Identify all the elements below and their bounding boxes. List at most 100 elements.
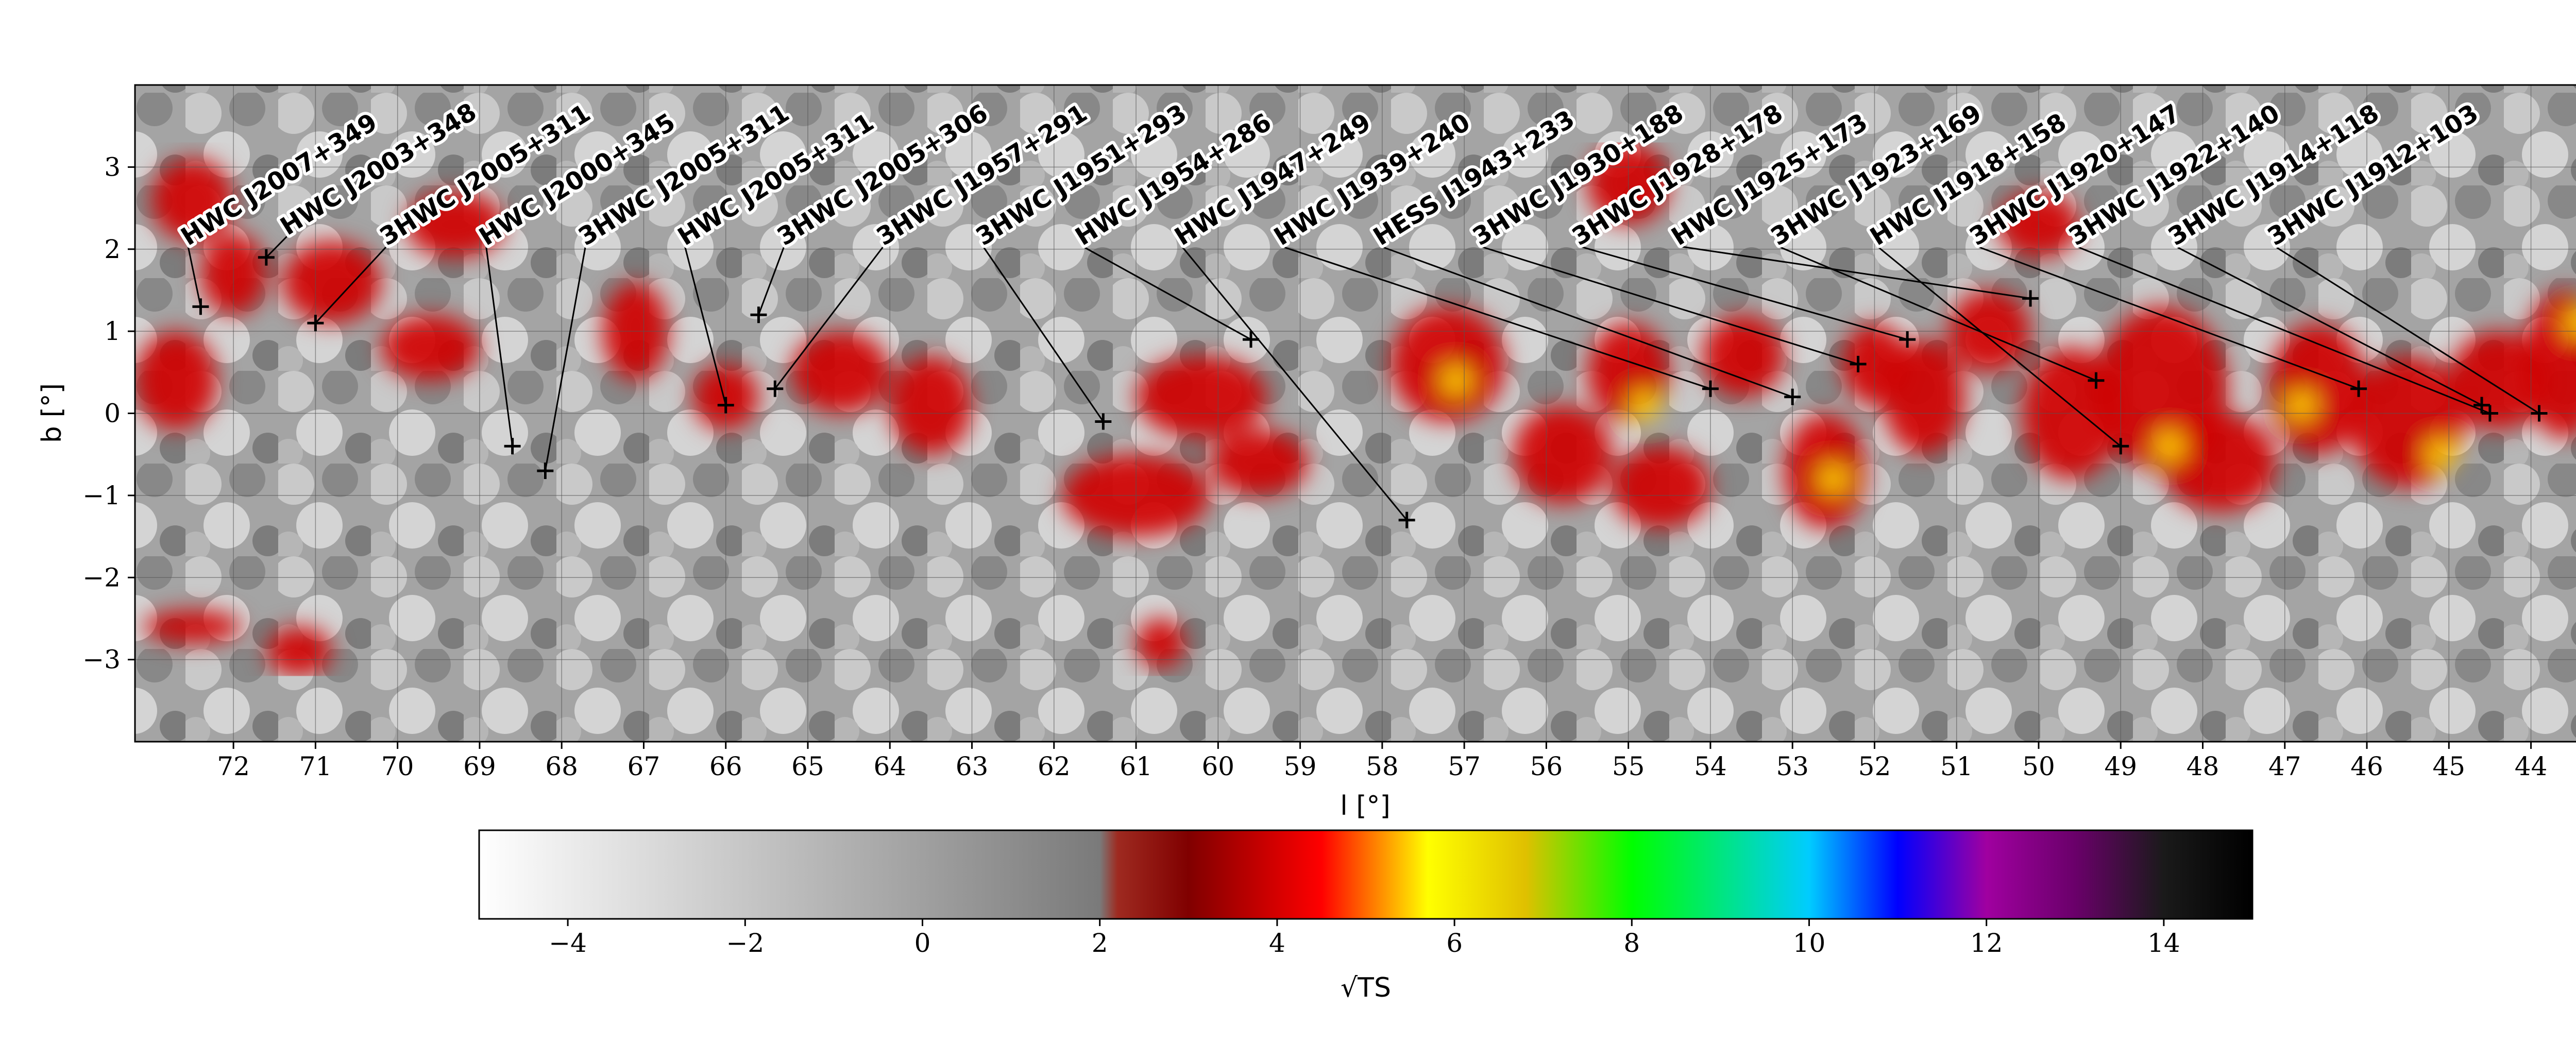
y-tick-label: −2 <box>82 562 121 592</box>
y-tick-label: 0 <box>104 399 121 429</box>
leader-line <box>774 246 885 389</box>
emission-blob <box>282 241 381 323</box>
emission-blob <box>890 355 972 455</box>
leader-line <box>485 246 514 447</box>
emission-blob <box>1612 446 1710 528</box>
colorbar-tick-label: −2 <box>726 928 764 958</box>
leader-line <box>758 246 785 315</box>
y-axis: −3 −2 −1 0 1 2 3 <box>82 152 135 675</box>
emission-blob <box>151 159 234 241</box>
x-tick-label: 72 <box>217 751 250 781</box>
hotspot <box>1630 390 1659 420</box>
y-tick-label: 1 <box>104 316 121 346</box>
emission-blob <box>2522 290 2576 438</box>
emission-blob <box>2161 413 2277 512</box>
leader-line <box>982 246 1104 422</box>
x-tick-label: 52 <box>1858 751 1891 781</box>
x-tick-label: 70 <box>381 751 414 781</box>
x-tick-label: 71 <box>299 751 332 781</box>
emission-blob <box>381 315 480 381</box>
colorbar-tick-label: 10 <box>1793 928 1826 958</box>
emission-blob <box>1390 306 1505 422</box>
emission-blob <box>1136 355 1267 438</box>
leader-line <box>1280 245 1711 390</box>
leader-line <box>2075 245 2490 414</box>
hotspot <box>1442 366 1471 395</box>
leader-line <box>1479 245 1859 365</box>
x-tick-label: 63 <box>956 751 989 781</box>
leader-line <box>1081 245 1251 340</box>
colorbar-tick-label: −4 <box>549 928 587 958</box>
hotspot <box>2566 309 2576 337</box>
x-axis: 72 71 70 69 68 67 66 65 64 63 62 61 60 59 58 57 56 55 54 53… <box>217 742 2547 781</box>
hotspot <box>2155 432 2184 461</box>
emission-blob <box>266 626 332 676</box>
x-tick-label: 67 <box>628 751 660 781</box>
x-tick-label: 44 <box>2515 751 2548 781</box>
x-tick-label: 60 <box>1202 751 1235 781</box>
x-tick-label: 47 <box>2268 751 2301 781</box>
x-tick-label: 48 <box>2187 751 2219 781</box>
x-tick-label: 58 <box>1366 751 1399 781</box>
leader-line <box>1876 245 2122 447</box>
colorbar-tick-label: 12 <box>1970 928 2003 958</box>
y-axis-label: b [°] <box>37 383 67 443</box>
colorbar-tick-label: 4 <box>1269 928 1285 958</box>
colorbar-tick-label: 2 <box>1092 928 1108 958</box>
grid-lines <box>135 85 2576 742</box>
colorbar-tick-label: 0 <box>914 928 931 958</box>
colorbar-tick-label: 14 <box>2147 928 2180 958</box>
emission-blob <box>1702 315 1785 397</box>
y-tick-label: −1 <box>82 481 121 510</box>
colorbar: −4 −2 0 2 4 6 8 10 12 14 √TS <box>478 829 2253 1003</box>
hotspot <box>2286 390 2316 420</box>
x-tick-label: 66 <box>709 751 742 781</box>
leader-line <box>1181 246 1408 521</box>
emission-blob <box>791 331 890 414</box>
leader-line <box>187 246 201 307</box>
leader-line <box>544 246 586 471</box>
hotspot <box>2426 440 2455 469</box>
y-tick-label: −3 <box>82 645 121 675</box>
x-tick-label: 56 <box>1530 751 1563 781</box>
x-tick-label: 61 <box>1120 751 1153 781</box>
x-tick-label: 54 <box>1694 751 1727 781</box>
x-axis-label: l [°] <box>1340 791 1391 822</box>
x-tick-label: 62 <box>1038 751 1071 781</box>
x-tick-label: 55 <box>1612 751 1645 781</box>
x-tick-label: 53 <box>1776 751 1809 781</box>
emission-regions <box>135 142 2576 676</box>
significance-map <box>135 85 2576 742</box>
x-tick-label: 69 <box>463 751 496 781</box>
x-tick-label: 50 <box>2022 751 2055 781</box>
y-tick-label: 3 <box>104 152 121 182</box>
x-tick-label: 49 <box>2104 751 2137 781</box>
colorbar-label: √TS <box>1341 972 1391 1003</box>
colorbar-tick-label: 6 <box>1446 928 1463 958</box>
emission-blob <box>1513 405 1612 504</box>
hotspot <box>1819 465 1848 493</box>
emission-blob <box>143 610 242 643</box>
colorbar-ticks: −4 −2 0 2 4 6 8 10 12 14 <box>549 919 2180 958</box>
leader-line <box>1678 245 2031 299</box>
x-tick-label: 64 <box>873 751 906 781</box>
emission-blob <box>135 331 217 430</box>
leader-line <box>1579 245 1908 340</box>
emission-blob <box>2350 355 2466 487</box>
leader-line <box>315 245 387 324</box>
colorbar-tick-label: 8 <box>1623 928 1640 958</box>
leader-line <box>265 235 288 258</box>
leader-line <box>2175 245 2482 406</box>
x-tick-label: 46 <box>2350 751 2383 781</box>
x-tick-label: 45 <box>2433 751 2466 781</box>
leader-line <box>1777 245 2097 382</box>
leader-line <box>2274 245 2540 414</box>
x-tick-label: 65 <box>791 751 824 781</box>
emission-blob <box>1210 430 1309 495</box>
emission-blob <box>1136 618 1185 668</box>
x-tick-label: 68 <box>545 751 578 781</box>
emission-blob <box>2268 323 2367 455</box>
x-tick-label: 59 <box>1284 751 1317 781</box>
leader-line <box>1380 245 1793 398</box>
